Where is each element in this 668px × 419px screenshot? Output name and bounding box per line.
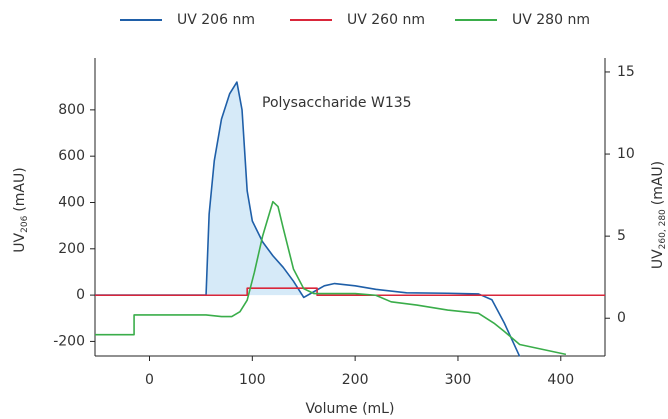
legend-label: UV 260 nm <box>347 12 425 28</box>
y2-label-main: UV <box>650 249 666 269</box>
y2-label-sub: 260, 280 <box>658 209 668 249</box>
x-axis-label: Volume (mL) <box>306 401 395 417</box>
x-tick-label: 200 <box>342 372 369 388</box>
y2-axis-label: UV260, 280 (mAU) <box>650 161 668 269</box>
y-tick-label: 400 <box>58 194 85 210</box>
y2-tick-label: 15 <box>617 64 635 80</box>
y2-tick-label: 10 <box>617 146 635 162</box>
y-tick-label: 0 <box>76 287 85 303</box>
y-label-sub: 206 <box>20 215 30 232</box>
series-line <box>95 81 521 357</box>
y2-tick-label: 5 <box>617 228 626 244</box>
series-line <box>95 200 567 356</box>
annotation: Polysaccharide W135 <box>262 95 412 111</box>
peak-area <box>206 82 304 298</box>
x-tick-label: 100 <box>239 372 266 388</box>
y-label-unit: (mAU) <box>12 167 28 211</box>
y-tick-label: 800 <box>58 102 85 118</box>
x-tick-label: 0 <box>145 372 154 388</box>
y-tick-label: 600 <box>58 148 85 164</box>
legend-label: UV 206 nm <box>177 12 255 28</box>
x-tick-label: 300 <box>445 372 472 388</box>
x-tick-label: 400 <box>547 372 574 388</box>
y2-label-unit: (mAU) <box>650 161 666 205</box>
y-tick-label: 200 <box>58 241 85 257</box>
y-tick-label: -200 <box>53 333 85 349</box>
y-label-main: UV <box>12 232 28 252</box>
y-axis-label: UV206 (mAU) <box>12 167 30 252</box>
series-line <box>95 287 605 297</box>
legend-label: UV 280 nm <box>512 12 590 28</box>
y2-tick-label: 0 <box>617 310 626 326</box>
